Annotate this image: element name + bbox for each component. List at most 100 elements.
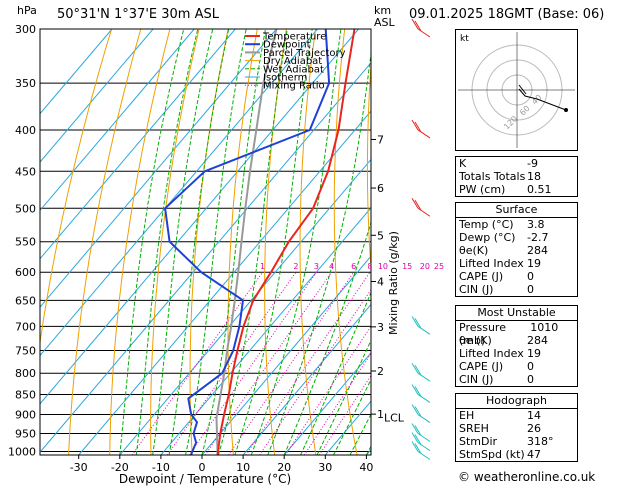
parcel-trajectory-line <box>215 29 278 455</box>
temp-tick-label: 30 <box>318 461 332 474</box>
storm-motion-marker <box>518 84 527 95</box>
wind-barb-flag <box>411 119 419 131</box>
isotherm-line <box>40 29 113 115</box>
dry-adiabat-line <box>40 29 113 346</box>
mixing-ratio-axis-title: Mixing Ratio (g/kg) <box>387 231 400 335</box>
isotherm-line <box>119 158 371 455</box>
wind-barb-staff <box>417 207 431 217</box>
temperature-line <box>216 29 356 455</box>
isotherm-line <box>40 29 236 260</box>
legend-label: Wet Adiabat <box>263 64 324 75</box>
legend-label: Temperature <box>262 32 326 43</box>
dry-adiabat-line <box>400 29 440 455</box>
wind-barb-flag <box>414 443 422 454</box>
wind-barb-flag <box>414 200 422 211</box>
hodograph-trace <box>518 88 567 111</box>
wind-barb-staff <box>417 372 431 382</box>
wind-barb-flag <box>411 18 419 30</box>
hodo-eh-row: EH 14 <box>459 409 541 422</box>
wet-adiabat-line <box>300 291 371 455</box>
km-unit-label: km <box>374 4 391 17</box>
station-location: 50°31'N 1°37'E 30m ASL <box>57 7 219 22</box>
wind-barb-flag <box>411 198 419 209</box>
wet-adiabat-line <box>250 29 342 455</box>
wet-adiabat-line <box>333 378 371 455</box>
mixing-ratio-label: 6 <box>351 262 356 271</box>
dry-adiabat-line <box>607 29 629 455</box>
hodograph-endpoint <box>564 108 568 112</box>
pressure-tick-label: 500 <box>15 202 36 215</box>
wind-barb <box>411 432 431 452</box>
surface-thetae-row: θe(K) 284 <box>459 244 548 257</box>
pressure-tick-label: 750 <box>15 345 36 358</box>
temp-tick-label: 10 <box>236 461 250 474</box>
mixing-ratio-line <box>245 271 371 455</box>
wind-barb-flag <box>411 423 419 434</box>
wet-adiabat-line <box>201 29 266 455</box>
asl-label: ASL <box>374 16 396 29</box>
isotherm-line <box>40 29 359 405</box>
pressure-tick-label: 800 <box>15 367 36 380</box>
hpa-unit-label: hPa <box>17 4 37 17</box>
mixing-ratio-label: 10 <box>378 262 388 271</box>
pressure-tick-label: 900 <box>15 409 36 422</box>
surface-temp-row: Temp (°C) 3.8 <box>459 218 545 231</box>
wet-adiabat-line <box>152 29 214 455</box>
dry-adiabat-line <box>68 29 142 455</box>
mu-cape-row: CAPE (J) 0 <box>459 360 534 373</box>
wind-barb <box>411 404 431 423</box>
dry-adiabat-line <box>299 29 317 455</box>
temp-tick-label: -30 <box>70 461 88 474</box>
plot-frame <box>39 28 372 456</box>
temp-tick-label: 0 <box>199 461 206 474</box>
surface-title: Surface <box>456 203 577 218</box>
mu-cin-row: CIN (J) 0 <box>459 373 534 386</box>
wind-barb <box>411 198 431 217</box>
wind-barb-flag <box>411 384 419 395</box>
mixing-ratio-label: 15 <box>402 262 412 271</box>
wind-barb <box>411 18 431 38</box>
isotherm-line <box>40 29 318 357</box>
mixing-ratio-label: 8 <box>367 262 372 271</box>
wind-barb <box>411 362 431 382</box>
surface-cape-row: CAPE (J) 0 <box>459 270 534 283</box>
mixing-ratio-line <box>188 271 317 455</box>
isotherm-line <box>40 61 371 453</box>
mu-pressure-row: Pressure (mb) 1010 <box>459 321 559 347</box>
isotherm-line <box>40 29 195 212</box>
wet-adiabat-line <box>168 29 230 455</box>
index-row-totals: Totals Totals 18 <box>459 170 541 183</box>
legend-label: Isotherm <box>263 73 307 84</box>
hodograph-title: Hodograph <box>456 394 577 409</box>
surface-dewp-row: Dewp (°C) -2.7 <box>459 231 549 244</box>
km-tick-label: 2 <box>377 365 384 378</box>
dry-adiabat-line <box>578 29 629 455</box>
km-tick-label: 5 <box>377 229 384 242</box>
pressure-tick-label: 350 <box>15 77 36 90</box>
isotherm-line <box>40 29 154 163</box>
isotherm-line <box>40 29 277 308</box>
wind-barb-flag <box>411 362 419 374</box>
wind-barb-staff <box>417 394 431 403</box>
wind-barb-staff <box>417 442 431 452</box>
wind-barb-staff <box>417 451 431 460</box>
pressure-tick-label: 1000 <box>8 446 36 459</box>
wind-barb-flag <box>411 316 419 327</box>
wind-barb-flag <box>411 441 419 452</box>
wind-barb-staff <box>417 325 431 335</box>
wind-barb-flag <box>414 121 422 133</box>
temp-tick-label: 20 <box>277 461 291 474</box>
lcl-label: LCL <box>384 412 405 425</box>
km-tick-label: 3 <box>377 321 384 334</box>
wind-barb-flag <box>414 434 422 445</box>
wet-adiabat-line <box>185 29 247 455</box>
legend-label: Dewpoint <box>263 40 311 51</box>
wind-barb-flag <box>414 364 422 376</box>
mixing-ratio-line <box>131 271 264 455</box>
forecast-datetime: 09.01.2025 18GMT (Base: 06) <box>409 7 605 22</box>
wind-barb-staff <box>417 28 431 38</box>
isotherm-line <box>283 352 371 455</box>
km-tick-label: 6 <box>377 182 384 195</box>
wind-barb <box>411 423 431 442</box>
